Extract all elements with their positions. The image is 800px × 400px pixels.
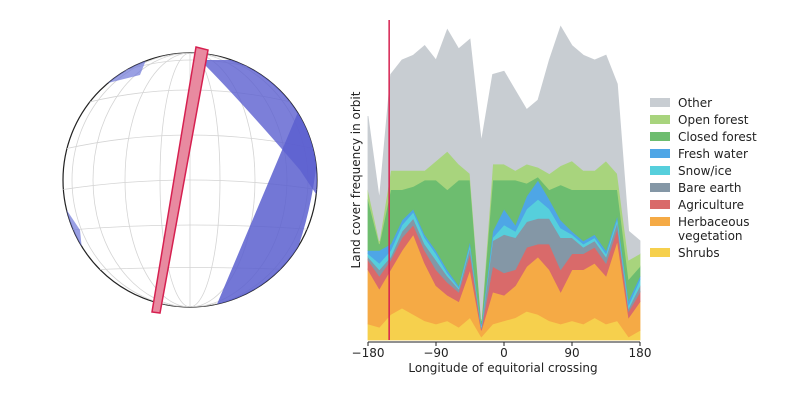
legend-swatch [650, 115, 670, 124]
legend-label: Other [678, 96, 713, 110]
legend-swatch [650, 166, 670, 175]
legend-label: Open forest [678, 113, 749, 127]
legend-swatch [650, 149, 670, 158]
legend-swatch [650, 248, 670, 257]
legend-item: Herbaceous vegetation [650, 215, 760, 243]
legend: Other Open forest Closed forest Fresh water… [650, 96, 760, 263]
x-tick-label: 0 [500, 346, 508, 360]
legend-label: Snow/ice [678, 164, 732, 178]
legend-label: Agriculture [678, 198, 744, 212]
legend-swatch [650, 98, 670, 107]
legend-item: Bare earth [650, 181, 760, 195]
legend-swatch [650, 200, 670, 209]
area [367, 25, 641, 320]
x-tick-label: −180 [352, 346, 385, 360]
legend-label: Closed forest [678, 130, 757, 144]
x-tick-label: 180 [629, 346, 652, 360]
legend-item: Closed forest [650, 130, 760, 144]
legend-item: Shrubs [650, 246, 760, 260]
legend-swatch [650, 132, 670, 141]
legend-swatch [650, 217, 670, 226]
y-axis-label: Land cover frequency in orbit [349, 91, 363, 268]
legend-label: Bare earth [678, 181, 742, 195]
legend-label: Shrubs [678, 246, 720, 260]
legend-label: Fresh water [678, 147, 748, 161]
legend-item: Open forest [650, 113, 760, 127]
legend-item: Other [650, 96, 760, 110]
x-tick-label: −90 [423, 346, 448, 360]
legend-label: Herbaceous vegetation [678, 215, 750, 243]
legend-swatch [650, 183, 670, 192]
x-tick-label: 90 [564, 346, 579, 360]
x-axis-label: Longitude of equitorial crossing [408, 361, 597, 375]
globe [62, 46, 318, 314]
legend-item: Snow/ice [650, 164, 760, 178]
legend-item: Agriculture [650, 198, 760, 212]
legend-item: Fresh water [650, 147, 760, 161]
